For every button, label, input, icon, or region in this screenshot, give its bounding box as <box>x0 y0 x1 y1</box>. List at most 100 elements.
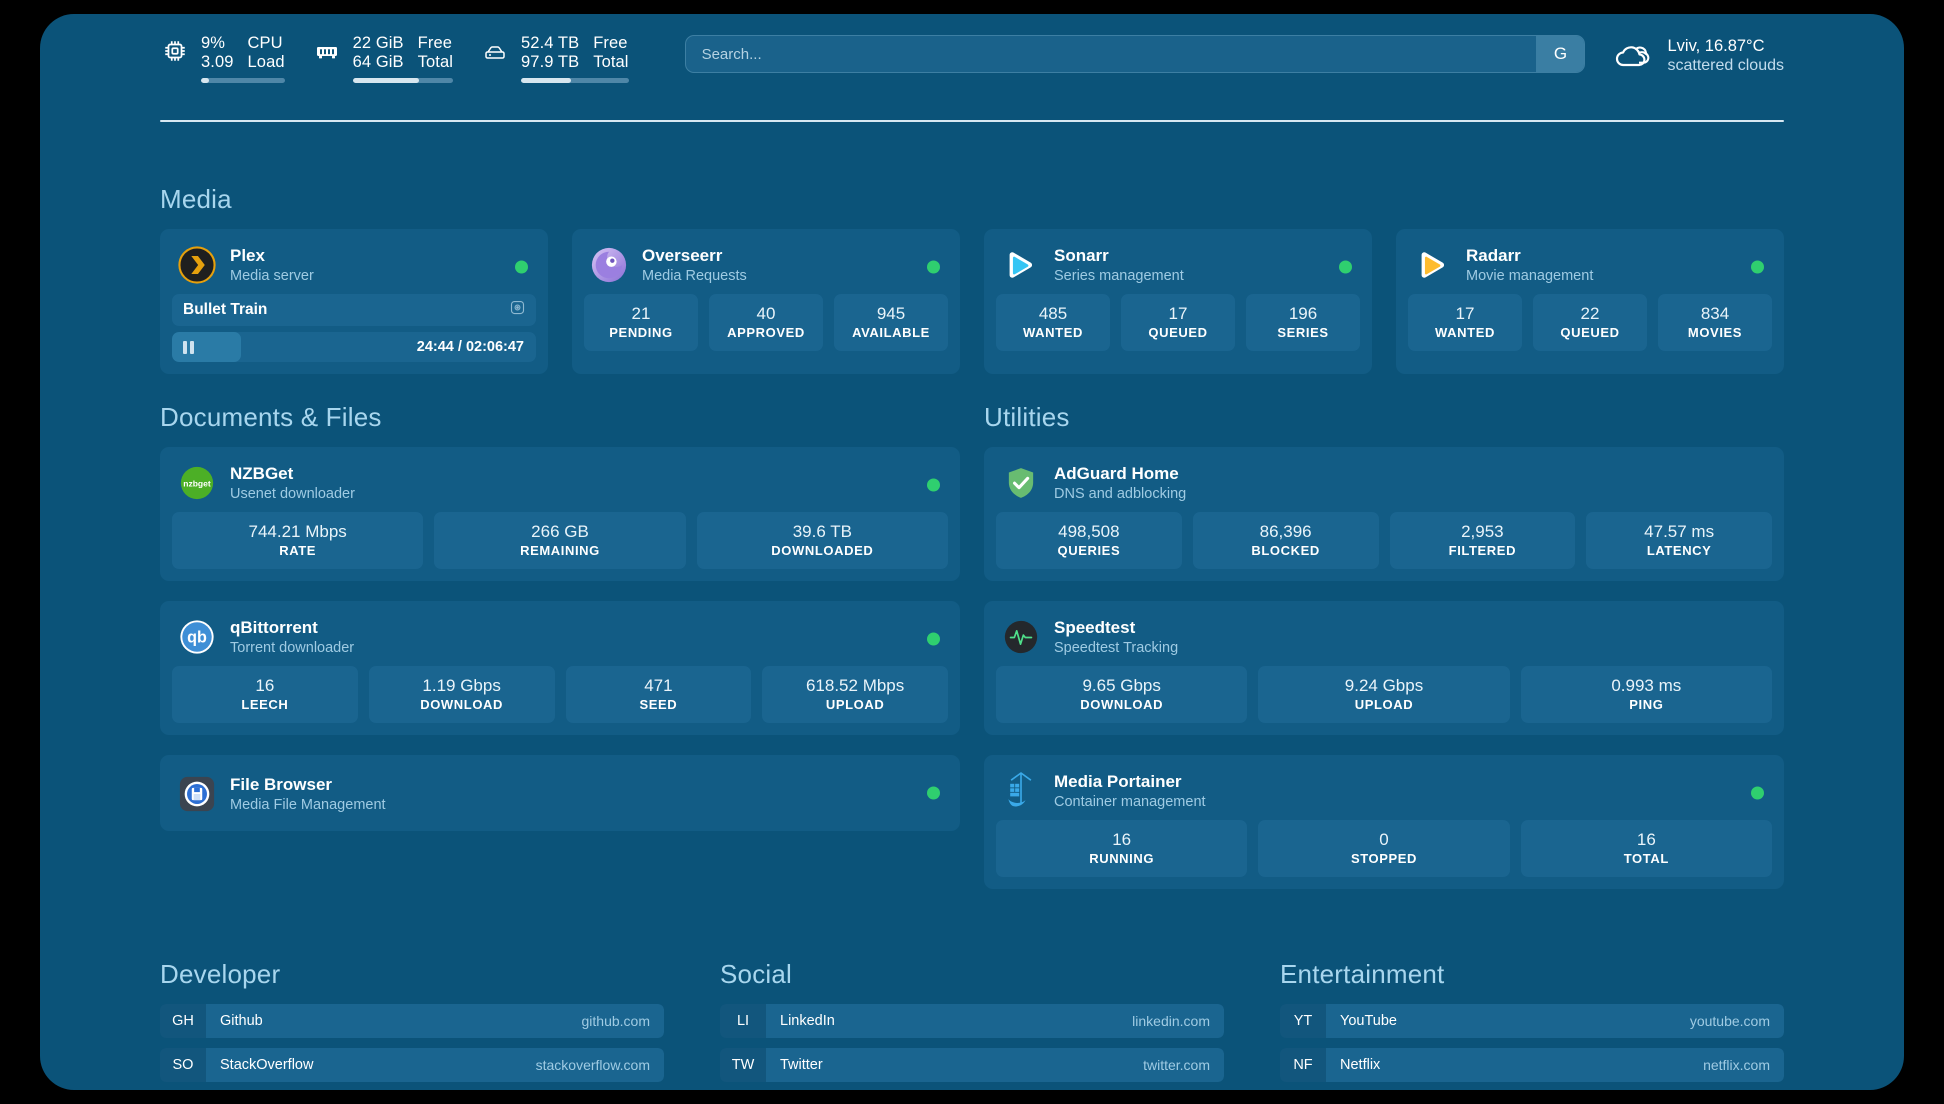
weather-location-temp: Lviv, 16.87°C <box>1667 37 1765 55</box>
search-engine-button[interactable]: G <box>1536 36 1585 72</box>
memory-label-bottom: Total <box>417 53 454 71</box>
stat-value: 16 <box>1112 830 1132 849</box>
stat-label: PING <box>1629 697 1664 712</box>
bookmark-list: YT YouTube youtube.com NF Netflix netfli… <box>1280 1004 1784 1090</box>
stat-item[interactable]: 618.52 Mbps UPLOAD <box>762 666 948 723</box>
stat-item[interactable]: 16 TOTAL <box>1520 820 1772 877</box>
service-card-adguard-home[interactable]: AdGuard Home DNS and adblocking 498,508 … <box>984 447 1784 581</box>
search-input[interactable] <box>685 36 1537 72</box>
card-header: Speedtest Speedtest Tracking <box>996 612 1772 666</box>
bookmark-item-youtube[interactable]: YT YouTube youtube.com <box>1280 1004 1784 1038</box>
stat-item[interactable]: 16 RUNNING <box>996 820 1248 877</box>
svg-text:nzbget: nzbget <box>183 478 211 488</box>
bookmark-group-social: Social LI LinkedIn linkedin.com TW Twitt… <box>720 959 1224 1090</box>
cpu-label-top: CPU <box>247 34 283 52</box>
cpu-label-bottom: Load <box>247 53 285 71</box>
stat-value: 17 <box>1168 304 1188 323</box>
bookmark-item-stackoverflow[interactable]: SO StackOverflow stackoverflow.com <box>160 1048 664 1082</box>
bookmark-group-title: Developer <box>160 959 281 989</box>
stat-item[interactable]: 266 GB REMAINING <box>434 512 686 569</box>
stat-value: 16 <box>1636 830 1656 849</box>
memory-widget[interactable]: 22 GiB 64 GiB Free Total <box>312 34 454 83</box>
stat-item[interactable]: 1.19 Gbps DOWNLOAD <box>368 666 555 723</box>
stat-value: 21 <box>631 304 651 323</box>
card-header: Overseerr Media Requests <box>584 240 948 294</box>
weather-widget[interactable]: Lviv, 16.87°C scattered clouds <box>1611 36 1784 76</box>
stat-item[interactable]: 834 MOVIES <box>1658 294 1772 351</box>
bookmark-url: netflix.com <box>1703 1057 1770 1073</box>
stat-value: 471 <box>644 676 673 695</box>
stat-item[interactable]: 21 PENDING <box>584 294 698 351</box>
stat-item[interactable]: 16 LEECH <box>172 666 358 723</box>
disk-label-top: Free <box>593 34 628 52</box>
stat-item[interactable]: 471 SEED <box>565 666 752 723</box>
card-title: File Browser <box>230 775 333 794</box>
status-badge <box>927 786 940 799</box>
stat-item[interactable]: 0 STOPPED <box>1258 820 1510 877</box>
now-playing-title: Bullet Train <box>183 301 268 318</box>
service-card-sonarr[interactable]: Sonarr Series management 485 WANTED 17 Q… <box>984 229 1372 374</box>
stat-item[interactable]: 39.6 TB DOWNLOADED <box>696 512 948 569</box>
stat-item[interactable]: 22 QUEUED <box>1533 294 1647 351</box>
stat-label: QUEUED <box>1560 325 1620 340</box>
weather-condition: scattered clouds <box>1667 57 1784 74</box>
card-header: nzbget NZBGet Usenet downloader <box>172 458 948 512</box>
stat-item[interactable]: 47.57 ms LATENCY <box>1586 512 1772 569</box>
stat-item[interactable]: 0.993 ms PING <box>1520 666 1772 723</box>
card-stats: 485 WANTED 17 QUEUED 196 SERIES <box>996 294 1360 351</box>
stat-item[interactable]: 744.21 Mbps RATE <box>172 512 424 569</box>
bookmark-group-entertainment: Entertainment YT YouTube youtube.com NF … <box>1280 959 1784 1090</box>
stat-item[interactable]: 17 QUEUED <box>1121 294 1235 351</box>
memory-usage-bar <box>352 78 454 83</box>
qbittorrent-logo-icon: qb <box>178 618 216 656</box>
stat-item[interactable]: 498,508 QUERIES <box>996 512 1182 569</box>
stat-item[interactable]: 9.24 Gbps UPLOAD <box>1258 666 1510 723</box>
status-badge <box>927 260 940 274</box>
pause-icon[interactable] <box>183 340 194 354</box>
stat-item[interactable]: 17 WANTED <box>1408 294 1522 351</box>
service-card-overseerr[interactable]: Overseerr Media Requests 21 PENDING 40 A… <box>572 229 960 374</box>
status-badge <box>1751 786 1764 800</box>
stat-label: UPLOAD <box>825 697 885 712</box>
stat-label: DOWNLOAD <box>1080 697 1164 712</box>
bookmark-item-github[interactable]: GH Github github.com <box>160 1004 664 1038</box>
stat-item[interactable]: 86,396 BLOCKED <box>1192 512 1379 569</box>
service-card-plex[interactable]: Plex Media server Bullet Train <box>160 229 548 374</box>
stat-label: PENDING <box>609 325 673 340</box>
now-playing: Bullet Train <box>172 294 536 362</box>
service-card-nzbget[interactable]: nzbget NZBGet Usenet downloader 74 <box>160 447 960 581</box>
bookmark-item-twitter[interactable]: TW Twitter twitter.com <box>720 1048 1224 1082</box>
plex-logo-icon <box>178 246 216 284</box>
settings-gear-icon[interactable] <box>510 300 525 320</box>
time-separator: / <box>457 339 462 355</box>
card-subtitle: Media server <box>230 268 314 284</box>
bookmark-item-netflix[interactable]: NF Netflix netflix.com <box>1280 1048 1784 1082</box>
now-playing-progress[interactable]: 24:44 / 02:06:47 <box>172 332 536 362</box>
cpu-widget[interactable]: 9% 3.09 CPU Load <box>160 34 285 83</box>
stat-item[interactable]: 196 SERIES <box>1246 294 1360 351</box>
cpu-usage-bar <box>201 78 285 83</box>
stat-item[interactable]: 945 AVAILABLE <box>834 294 948 351</box>
bookmark-url: linkedin.com <box>1132 1013 1210 1029</box>
service-card-speedtest[interactable]: Speedtest Speedtest Tracking 9.65 Gbps D… <box>984 601 1784 735</box>
service-card-qbittorrent[interactable]: qb qBittorrent Torrent downloader <box>160 601 960 735</box>
disk-widget[interactable]: 52.4 TB 97.9 TB Free Total <box>480 34 629 83</box>
bookmark-item-linkedin[interactable]: LI LinkedIn linkedin.com <box>720 1004 1224 1038</box>
stat-item[interactable]: 2,953 FILTERED <box>1389 512 1576 569</box>
stat-value: 196 <box>1288 304 1318 323</box>
stat-value: 266 GB <box>531 522 589 541</box>
bookmark-group-title: Entertainment <box>1280 959 1445 989</box>
search-bar[interactable]: G <box>684 35 1586 73</box>
stat-value: 0.993 ms <box>1611 676 1682 695</box>
stat-label: APPROVED <box>727 325 805 340</box>
service-card-file-browser[interactable]: File Browser Media File Management <box>160 755 960 831</box>
nzbget-logo-icon: nzbget <box>178 464 216 502</box>
now-playing-title-row[interactable]: Bullet Train <box>172 294 536 326</box>
stat-label: QUEUED <box>1148 325 1208 340</box>
service-card-media-portainer[interactable]: Media Portainer Container management 16 … <box>984 755 1784 889</box>
service-card-radarr[interactable]: Radarr Movie management 17 WANTED 22 QUE… <box>1396 229 1784 374</box>
stat-item[interactable]: 40 APPROVED <box>709 294 823 351</box>
elapsed-time: 24:44 <box>416 339 454 355</box>
stat-item[interactable]: 9.65 Gbps DOWNLOAD <box>996 666 1248 723</box>
stat-item[interactable]: 485 WANTED <box>996 294 1110 351</box>
